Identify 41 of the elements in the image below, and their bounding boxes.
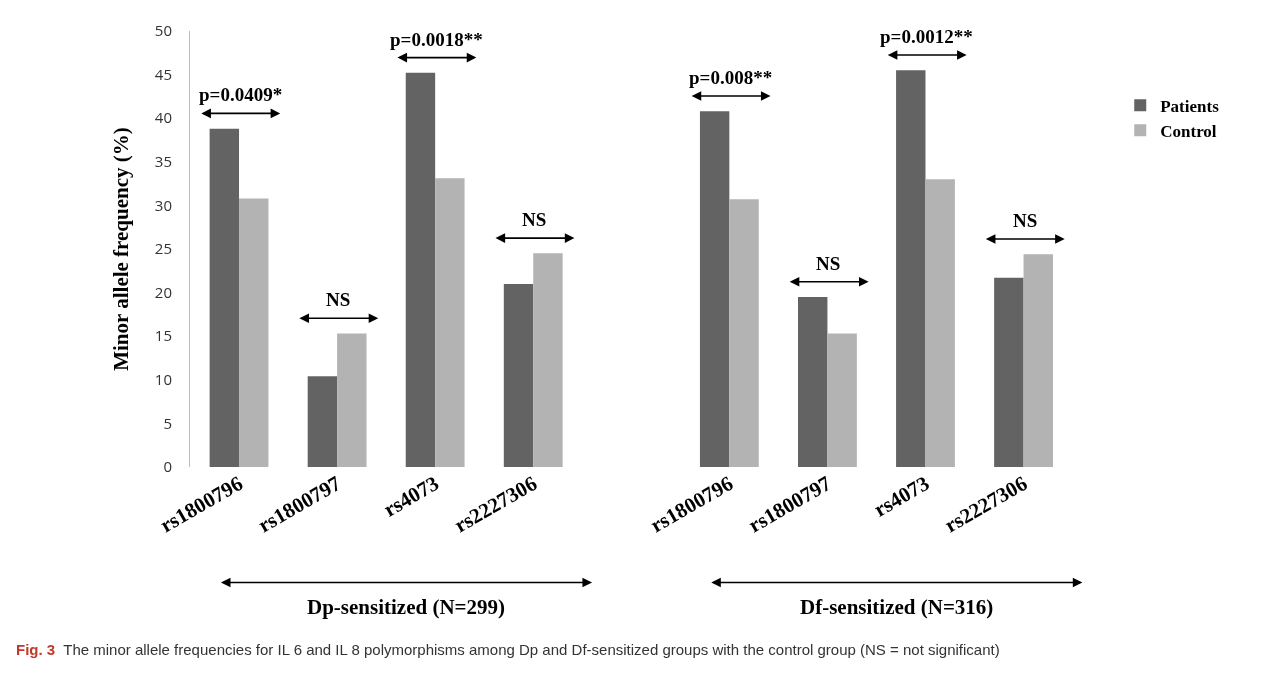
bar [994,277,1024,467]
annotation: p=0.0409* [199,84,283,105]
bar [503,283,534,467]
bar [307,376,338,467]
annotation: NS [522,209,547,230]
bar [405,72,436,467]
bar [209,128,240,467]
bar [827,333,857,467]
y-tick-label: 45 [154,63,172,84]
y-tick-label: 40 [154,107,172,128]
annotation: NS [816,253,841,274]
text: Df-sensitized (N=316) [800,595,994,619]
text: Dp-sensitized (N=299) [307,595,506,619]
bar [337,333,367,467]
annotation: p=0.008** [689,67,773,88]
bar [729,199,759,467]
bar [798,296,828,467]
y-tick-label: 20 [154,281,172,302]
y-tick-label: 5 [163,412,172,433]
bar [435,178,465,467]
legend-label: Patients [1160,96,1220,116]
annotation: p=0.0018** [390,29,483,50]
bar [533,253,563,467]
y-tick-label: 35 [154,151,172,172]
y-tick-label: 0 [163,456,172,477]
bar [896,70,926,467]
bar [1023,254,1053,467]
annotation: NS [326,289,351,310]
y-tick-label: 30 [154,194,172,215]
bar [699,111,730,467]
y-axis-title: Minor allele frequency (%) [108,127,133,371]
annotation: NS [1013,210,1038,231]
y-tick-label: 50 [154,20,172,41]
bar [925,179,955,467]
y-tick-label: 15 [154,325,172,346]
annotation: p=0.0012** [880,26,973,47]
y-tick-label: 10 [154,369,172,390]
caption: Fig. 3 The minor allele frequencies for IL 6 and IL 8 polymorphisms among Dp and Df-sensitized groups with the control group (NS = not significant) [16,640,1001,660]
legend-label: Control [1160,121,1217,141]
y-tick-label: 25 [154,238,172,259]
bar [239,198,269,467]
